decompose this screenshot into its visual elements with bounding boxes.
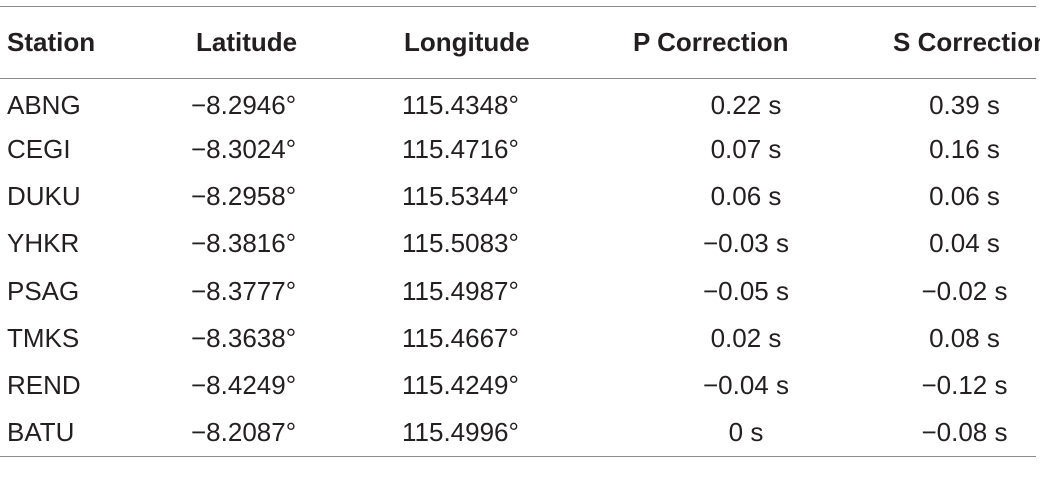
station-corrections-table: Station Latitude Longitude P Correction … [0, 6, 1040, 457]
cell-p-correction: 0.22 s [710, 89, 782, 120]
cell-s-correction: −0.02 s [921, 275, 1008, 306]
table-row: ABNG −8.2946° 115.4348° 0.22 s 0.39 s [0, 79, 1036, 126]
cell-longitude: 115.4987° [402, 275, 519, 306]
table-row: PSAG −8.3777° 115.4987° −0.05 s −0.02 s [0, 268, 1036, 315]
cell-s-correction: 0.08 s [929, 322, 1000, 353]
cell-latitude: −8.2087° [191, 417, 297, 448]
cell-latitude: −8.4249° [191, 370, 297, 401]
table-row: REND −8.4249° 115.4249° −0.04 s −0.12 s [0, 362, 1036, 409]
table-row: DUKU −8.2958° 115.5344° 0.06 s 0.06 s [0, 173, 1036, 220]
cell-station: CEGI [7, 133, 71, 164]
cell-station: PSAG [7, 275, 80, 306]
header-longitude: Longitude [404, 27, 530, 57]
header-s-correction: S Correction [893, 27, 1040, 57]
cell-longitude: 115.4716° [402, 133, 519, 164]
cell-p-correction: 0 s [728, 417, 764, 448]
cell-longitude: 115.4667° [402, 322, 519, 353]
cell-p-correction: −0.04 s [702, 370, 789, 401]
cell-s-correction: −0.08 s [921, 417, 1008, 448]
cell-s-correction: −0.12 s [921, 370, 1008, 401]
cell-longitude: 115.5344° [402, 181, 519, 212]
cell-longitude: 115.4996° [402, 417, 519, 448]
header-station: Station [7, 27, 96, 57]
header-row: Station Latitude Longitude P Correction … [0, 6, 1040, 79]
cell-p-correction: 0.07 s [710, 133, 782, 164]
cell-s-correction: 0.16 s [929, 133, 1000, 164]
cell-latitude: −8.3024° [191, 133, 297, 164]
cell-p-correction: 0.02 s [710, 322, 782, 353]
cell-station: ABNG [7, 89, 81, 120]
table-row: YHKR −8.3816° 115.5083° −0.03 s 0.04 s [0, 220, 1036, 267]
cell-longitude: 115.4249° [402, 370, 519, 401]
cell-s-correction: 0.04 s [929, 228, 1000, 259]
table-body: ABNG −8.2946° 115.4348° 0.22 s 0.39 s CE… [0, 79, 1036, 457]
table-header: Station Latitude Longitude P Correction … [0, 6, 1040, 79]
header-p-correction: P Correction [633, 27, 789, 57]
table-row: BATU −8.2087° 115.4996° 0 s −0.08 s [0, 409, 1036, 457]
cell-latitude: −8.3777° [191, 275, 297, 306]
cell-s-correction: 0.39 s [929, 89, 1000, 120]
cell-p-correction: 0.06 s [710, 181, 782, 212]
cell-latitude: −8.2958° [191, 181, 297, 212]
header-latitude: Latitude [196, 27, 298, 57]
cell-longitude: 115.4348° [402, 89, 519, 120]
cell-station: REND [7, 370, 81, 401]
cell-latitude: −8.3638° [191, 322, 297, 353]
cell-station: BATU [7, 417, 75, 448]
cell-longitude: 115.5083° [402, 228, 519, 259]
cell-station: TMKS [7, 322, 80, 353]
cell-latitude: −8.3816° [191, 228, 297, 259]
cell-station: DUKU [7, 181, 81, 212]
cell-p-correction: −0.05 s [702, 275, 789, 306]
cell-s-correction: 0.06 s [929, 181, 1000, 212]
table-row: CEGI −8.3024° 115.4716° 0.07 s 0.16 s [0, 126, 1036, 173]
cell-latitude: −8.2946° [191, 89, 297, 120]
cell-station: YHKR [7, 228, 80, 259]
cell-p-correction: −0.03 s [702, 228, 789, 259]
table-row: TMKS −8.3638° 115.4667° 0.02 s 0.08 s [0, 315, 1036, 362]
